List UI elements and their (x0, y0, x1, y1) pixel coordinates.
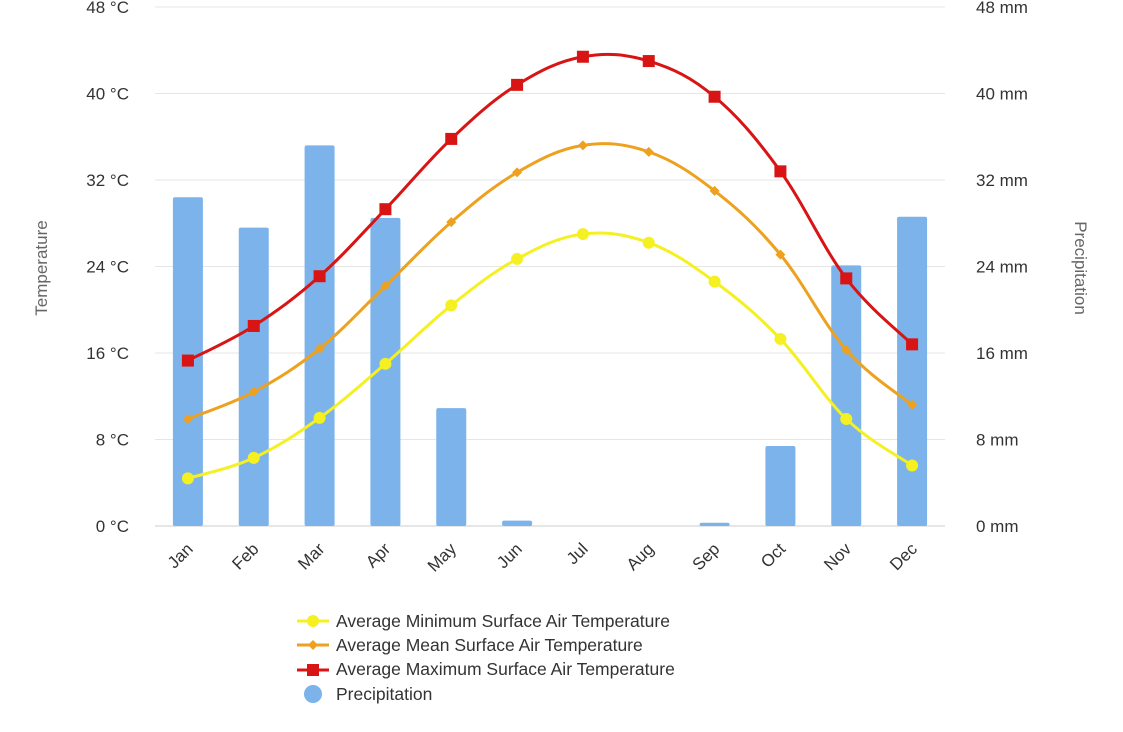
x-tick-label: May (424, 539, 460, 575)
temperature-point (379, 357, 392, 370)
temperature-point (314, 343, 325, 354)
temperature-point (247, 451, 260, 464)
temperature-point (708, 90, 721, 103)
x-tick-label: Dec (886, 539, 921, 574)
right-tick-label: 0 mm (976, 517, 1019, 536)
left-tick-label: 8 °C (96, 431, 129, 450)
precipitation-bar (436, 408, 467, 526)
temperature-point (313, 411, 326, 424)
left-tick-label: 40 °C (86, 85, 129, 104)
temperature-point (511, 78, 524, 91)
precipitation-bar (699, 522, 730, 526)
temperature-point (840, 412, 853, 425)
climate-chart: 0 °C 8 °C 16 °C 24 °C 32 °C 40 °C 48 °C 0 mm 8 … (32, 0, 1090, 576)
legend-item[interactable]: Average Mean Surface Air Temperature (296, 633, 675, 657)
legend-label: Average Minimum Surface Air Temperature (336, 610, 670, 631)
x-tick-label: Oct (757, 539, 789, 571)
temperature-point (181, 354, 194, 367)
legend-item[interactable]: Average Minimum Surface Air Temperature (296, 609, 675, 633)
x-tick-label: Jun (493, 539, 526, 572)
temperature-point (446, 217, 457, 228)
left-tick-label: 32 °C (86, 171, 129, 190)
legend-symbol (304, 685, 322, 704)
legend-marker (308, 640, 318, 651)
precipitation-bar (238, 227, 269, 526)
right-tick-label: 8 mm (976, 431, 1019, 450)
right-tick-label: 16 mm (976, 344, 1028, 363)
left-tick-label: 24 °C (86, 258, 129, 277)
right-axis: 0 mm 8 mm 16 mm 24 mm 32 mm 40 mm 48 mm (976, 0, 1028, 536)
temperature-point (774, 165, 787, 178)
left-axis: 0 °C 8 °C 16 °C 24 °C 32 °C 40 °C 48 °C (86, 0, 129, 536)
temperature-point (642, 55, 655, 68)
temperature-line (186, 52, 914, 363)
temperature-point (577, 140, 588, 151)
left-tick-label: 48 °C (86, 0, 129, 17)
precipitation-bar (831, 265, 862, 526)
temperature-point (906, 459, 919, 472)
temperature-point (643, 146, 654, 157)
temperature-point (642, 236, 655, 249)
right-axis-title: Precipitation (1071, 221, 1090, 315)
precipitation-bars (172, 145, 928, 527)
right-tick-label: 40 mm (976, 85, 1028, 104)
x-axis: Jan Feb Mar Apr May Jun Jul Aug Sep Oct Nov Dec (164, 539, 921, 576)
temperature-point (248, 386, 259, 397)
temperature-point (247, 319, 260, 332)
x-tick-label: Jan (164, 539, 197, 572)
x-tick-label: Apr (362, 539, 394, 571)
temperature-point (576, 228, 589, 241)
x-tick-label: Nov (820, 539, 855, 574)
left-tick-label: 16 °C (86, 344, 129, 363)
legend: Average Minimum Surface Air Temperature A… (296, 609, 675, 706)
left-tick-label: 0 °C (96, 517, 129, 536)
temperature-point (313, 270, 326, 283)
precipitation-bar (765, 445, 796, 526)
legend-label: Average Mean Surface Air Temperature (336, 634, 643, 655)
precipitation-bar (502, 520, 533, 526)
legend-symbol (297, 640, 329, 651)
legend-marker (307, 615, 319, 628)
x-tick-label: Jul (563, 539, 592, 568)
temperature-lines (181, 50, 919, 485)
temperature-point (841, 344, 852, 355)
precipitation-bar (304, 145, 335, 526)
left-axis-title: Temperature (32, 220, 51, 315)
temperature-point (182, 413, 193, 424)
precipitation-bar (897, 216, 928, 526)
temperature-line (186, 142, 914, 421)
x-tick-label: Aug (623, 539, 658, 574)
legend-marker (304, 685, 322, 704)
temperature-point (709, 185, 720, 196)
x-tick-label: Feb (228, 539, 262, 573)
temperature-point (379, 203, 392, 216)
temperature-line (186, 231, 914, 480)
temperature-point (840, 272, 853, 285)
temperature-point (906, 338, 919, 351)
legend-label: Precipitation (336, 683, 433, 704)
temperature-point (907, 399, 918, 410)
temperature-point (445, 132, 458, 145)
right-tick-label: 32 mm (976, 171, 1028, 190)
legend-marker (307, 663, 319, 676)
legend-item[interactable]: Precipitation (296, 682, 675, 706)
temperature-point (511, 252, 524, 265)
x-tick-label: Sep (689, 539, 724, 574)
temperature-point (775, 249, 786, 260)
temperature-point (380, 280, 391, 291)
temperature-point (512, 167, 523, 178)
right-tick-label: 48 mm (976, 0, 1028, 17)
temperature-point (445, 299, 458, 312)
legend-item[interactable]: Average Maximum Surface Air Temperature (296, 658, 675, 682)
temperature-point (708, 275, 721, 288)
temperature-point (181, 472, 194, 485)
legend-label: Average Maximum Surface Air Temperature (336, 659, 675, 680)
temperature-point (576, 50, 589, 63)
right-tick-label: 24 mm (976, 258, 1028, 277)
legend-symbol (297, 615, 329, 628)
temperature-point (774, 332, 787, 345)
x-tick-label: Mar (294, 539, 328, 573)
legend-symbol (297, 663, 329, 676)
